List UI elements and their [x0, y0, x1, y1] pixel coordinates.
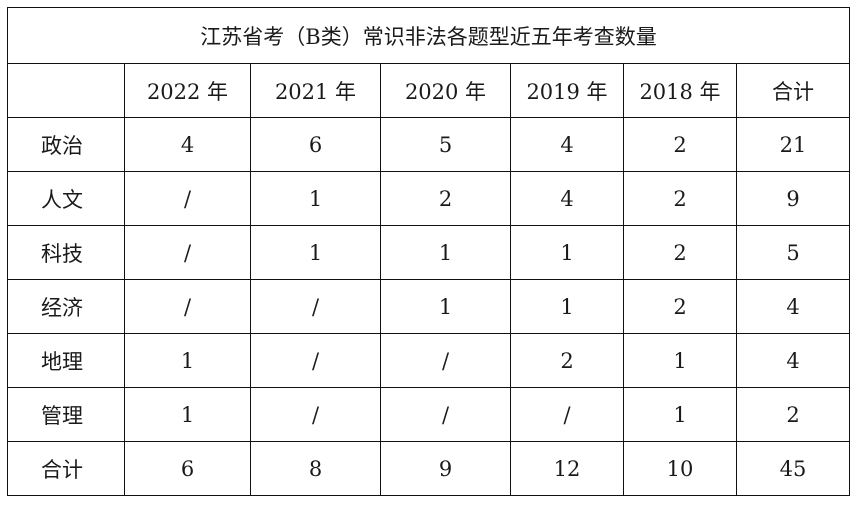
header-cell-2019: 2019 年: [510, 63, 624, 118]
table-row: 经济 / / 1 1 2 4: [7, 279, 851, 334]
table-cell: /: [510, 387, 624, 442]
table-cell: /: [250, 279, 381, 334]
table-cell: 1: [380, 225, 511, 280]
header-cell-2022: 2022 年: [124, 63, 251, 118]
table-cell: /: [124, 279, 251, 334]
header-cell-2021: 2021 年: [250, 63, 381, 118]
table-cell: 4: [735, 333, 851, 388]
table-row: 管理 1 / / / 1 2: [7, 387, 851, 442]
row-label: 管理: [7, 387, 125, 442]
table-row: 地理 1 / / 2 1 4: [7, 333, 851, 388]
table-cell: /: [380, 387, 511, 442]
table-cell: 5: [380, 117, 511, 172]
table-cell: 4: [735, 279, 851, 334]
table-cell: 8: [250, 441, 381, 496]
table-cell: 2: [623, 117, 737, 172]
row-label: 政治: [7, 117, 125, 172]
table-cell: /: [250, 333, 381, 388]
table-cell: /: [124, 171, 251, 226]
table-cell: 5: [735, 225, 851, 280]
header-row: 2022 年 2021 年 2020 年 2019 年 2018 年 合计: [7, 63, 851, 118]
title-row: 江苏省考（B类）常识非法各题型近五年考查数量: [6, 7, 851, 64]
table-cell: 1: [124, 333, 251, 388]
table-cell: 1: [510, 279, 624, 334]
total-row: 合计 6 8 9 12 10 45: [7, 441, 851, 496]
header-cell-2018: 2018 年: [623, 63, 737, 118]
table-cell: 1: [623, 333, 737, 388]
table-cell: 9: [735, 171, 851, 226]
row-label: 经济: [7, 279, 125, 334]
table-cell: 10: [623, 441, 737, 496]
table-cell: 6: [124, 441, 251, 496]
table-row: 人文 / 1 2 4 2 9: [7, 171, 851, 226]
table-cell: 1: [380, 279, 511, 334]
table-cell: 1: [250, 225, 381, 280]
row-label: 科技: [7, 225, 125, 280]
table-container: 江苏省考（B类）常识非法各题型近五年考查数量 2022 年 2021 年 202…: [6, 7, 851, 496]
table-cell: /: [250, 387, 381, 442]
table-row: 政治 4 6 5 4 2 21: [7, 117, 851, 172]
table-cell: 4: [510, 171, 624, 226]
table-cell: 1: [623, 387, 737, 442]
table-cell: 4: [124, 117, 251, 172]
table-cell: 2: [623, 279, 737, 334]
exam-count-table: 江苏省考（B类）常识非法各题型近五年考查数量 2022 年 2021 年 202…: [6, 7, 851, 496]
table-row: 科技 / 1 1 1 2 5: [7, 225, 851, 280]
table-cell: 45: [735, 441, 851, 496]
row-label: 合计: [7, 441, 125, 496]
table-cell: /: [124, 225, 251, 280]
table-cell: 6: [250, 117, 381, 172]
table-cell: 1: [250, 171, 381, 226]
row-label: 人文: [7, 171, 125, 226]
table-cell: 1: [124, 387, 251, 442]
table-cell: 2: [735, 387, 851, 442]
table-cell: 2: [623, 171, 737, 226]
table-cell: 4: [510, 117, 624, 172]
header-cell-empty: [7, 63, 125, 118]
table-cell: 12: [510, 441, 624, 496]
row-label: 地理: [7, 333, 125, 388]
header-cell-2020: 2020 年: [380, 63, 511, 118]
header-cell-total: 合计: [735, 63, 851, 118]
table-cell: 9: [380, 441, 511, 496]
table-cell: 1: [510, 225, 624, 280]
table-cell: 21: [735, 117, 851, 172]
table-cell: 2: [510, 333, 624, 388]
table-cell: 2: [623, 225, 737, 280]
table-title: 江苏省考（B类）常识非法各题型近五年考查数量: [6, 7, 851, 64]
table-cell: /: [380, 333, 511, 388]
table-cell: 2: [380, 171, 511, 226]
